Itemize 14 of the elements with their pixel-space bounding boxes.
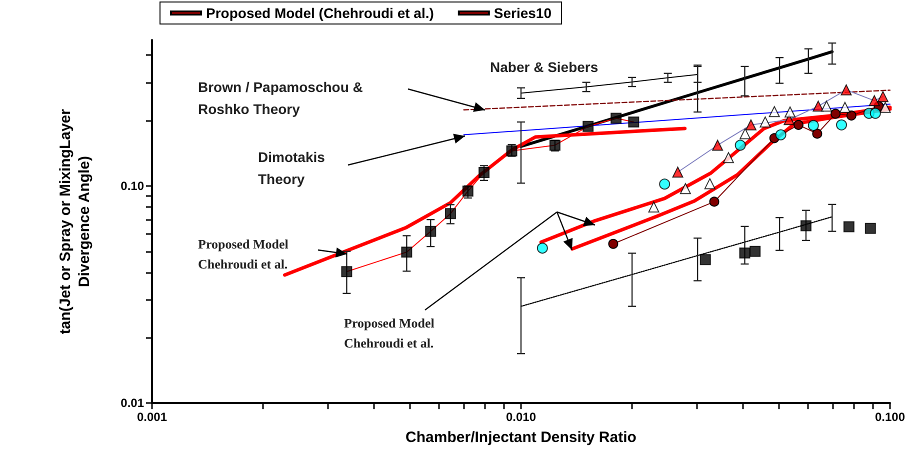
x-axis-title: Chamber/Injectant Density Ratio <box>406 429 636 446</box>
x-tick-label: 0.010 <box>506 410 536 424</box>
annotation: Dimotakis Theory <box>258 149 329 187</box>
y-tick-label: 0.01 <box>120 396 144 410</box>
annotation: Proposed Model Chehroudi et al. <box>198 236 292 272</box>
y-axis-title: tan(Jet or Spray or MixingLayer Divergence Angle) <box>57 108 93 334</box>
annotation: Naber & Siebers <box>490 59 598 75</box>
x-tick-label: 0.100 <box>874 410 906 424</box>
x-tick-label: 0.001 <box>136 410 168 424</box>
annotation: Proposed Model Chehroudi et al. <box>344 316 438 350</box>
legend-label: Proposed Model (Chehroudi et al.) <box>206 5 434 21</box>
annotation: Brown / Papamoschou & Roshko Theory <box>198 79 367 117</box>
legend-label: Series10 <box>494 5 552 21</box>
y-tick-label: 0.10 <box>120 178 144 193</box>
